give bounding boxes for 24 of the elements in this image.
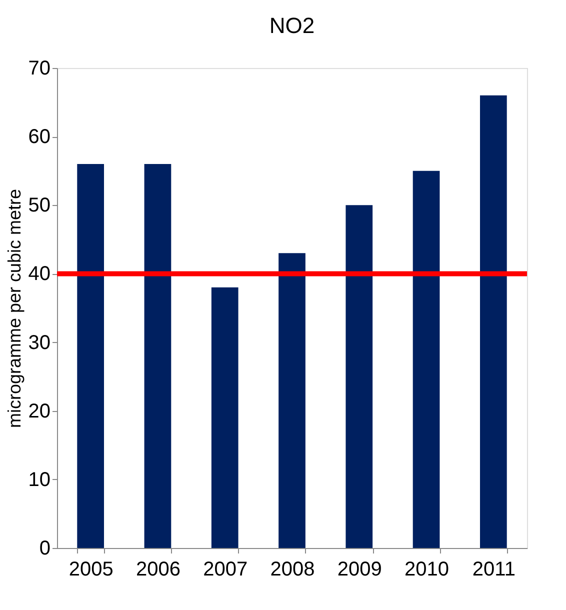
y-tick-label: 0 xyxy=(39,538,50,560)
y-tick-label: 10 xyxy=(28,468,50,491)
x-tick-label: 2009 xyxy=(337,558,382,580)
x-tick-label: 2011 xyxy=(472,558,516,580)
bar xyxy=(346,205,373,548)
bar xyxy=(77,164,104,548)
x-tick-label: 2010 xyxy=(404,558,450,580)
bar xyxy=(144,164,172,548)
y-axis-title: microgramme per cubic metre xyxy=(4,188,24,428)
y-tick-label: 30 xyxy=(28,332,50,354)
x-tick-label: 2007 xyxy=(203,558,248,580)
bar xyxy=(412,170,440,548)
bar xyxy=(211,287,238,548)
x-tick-label: 2008 xyxy=(270,558,315,580)
y-tick-label: 20 xyxy=(28,400,50,422)
x-tick-label: 2006 xyxy=(136,558,180,580)
x-tick-label: 2005 xyxy=(68,558,114,580)
bar xyxy=(278,253,306,548)
y-tick-label: 70 xyxy=(28,58,50,80)
chart-title: NO2 xyxy=(269,13,315,38)
y-tick-label: 50 xyxy=(28,194,50,217)
bar xyxy=(480,95,507,548)
y-tick-label: 40 xyxy=(28,263,50,286)
y-tick-label: 60 xyxy=(28,126,50,148)
